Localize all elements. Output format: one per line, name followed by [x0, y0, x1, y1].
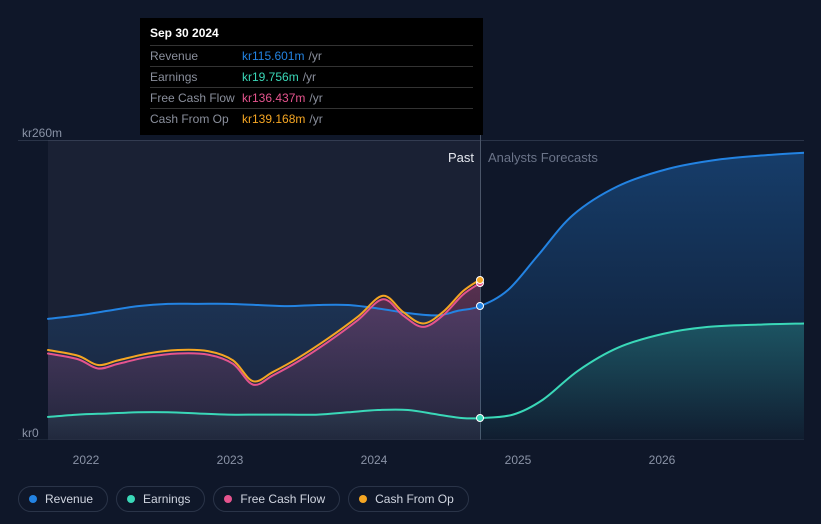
legend-item-fcf[interactable]: Free Cash Flow: [213, 486, 340, 512]
legend-item-cfo[interactable]: Cash From Op: [348, 486, 469, 512]
tooltip-row-cash-from-op: Cash From Opkr139.168m/yr: [150, 109, 473, 129]
x-axis: 2022 2023 2024 2025 2026: [18, 453, 804, 473]
hover-dot-revenue: [476, 302, 484, 310]
past-section-label: Past: [448, 150, 474, 165]
tooltip-unit: /yr: [309, 112, 322, 126]
tooltip-label: Free Cash Flow: [150, 91, 242, 105]
x-tick-2022: 2022: [73, 453, 100, 467]
tooltip-label: Earnings: [150, 70, 242, 84]
tooltip-date: Sep 30 2024: [150, 26, 473, 46]
legend-dot-icon: [359, 495, 367, 503]
legend-label: Free Cash Flow: [240, 492, 325, 506]
legend-dot-icon: [224, 495, 232, 503]
tooltip-row-free-cash-flow: Free Cash Flowkr136.437m/yr: [150, 88, 473, 109]
y-axis-label-min: kr0: [22, 426, 39, 440]
legend-label: Earnings: [143, 492, 190, 506]
tooltip-label: Cash From Op: [150, 112, 242, 126]
tooltip-unit: /yr: [309, 91, 322, 105]
legend-dot-icon: [29, 495, 37, 503]
chart-plot-area[interactable]: [18, 140, 804, 440]
x-tick-2023: 2023: [217, 453, 244, 467]
legend-item-revenue[interactable]: Revenue: [18, 486, 108, 512]
tooltip-unit: /yr: [308, 49, 321, 63]
chart-svg: [18, 140, 804, 440]
x-tick-2026: 2026: [649, 453, 676, 467]
forecast-section-label: Analysts Forecasts: [488, 150, 598, 165]
tooltip-value: kr139.168m: [242, 112, 305, 126]
tooltip-value: kr19.756m: [242, 70, 299, 84]
tooltip-value: kr136.437m: [242, 91, 305, 105]
hover-dot-cfo: [476, 276, 484, 284]
tooltip-unit: /yr: [303, 70, 316, 84]
legend-dot-icon: [127, 495, 135, 503]
x-tick-2024: 2024: [361, 453, 388, 467]
legend-label: Revenue: [45, 492, 93, 506]
legend-item-earnings[interactable]: Earnings: [116, 486, 205, 512]
legend-label: Cash From Op: [375, 492, 454, 506]
tooltip-row-earnings: Earningskr19.756m/yr: [150, 67, 473, 88]
hover-tooltip: Sep 30 2024 Revenuekr115.601m/yrEarnings…: [140, 18, 483, 135]
tooltip-value: kr115.601m: [242, 49, 304, 63]
y-axis-label-max: kr260m: [22, 126, 62, 140]
tooltip-label: Revenue: [150, 49, 242, 63]
tooltip-row-revenue: Revenuekr115.601m/yr: [150, 46, 473, 67]
hover-dot-earnings: [476, 414, 484, 422]
legend: Revenue Earnings Free Cash Flow Cash From O…: [18, 486, 469, 512]
x-tick-2025: 2025: [505, 453, 532, 467]
